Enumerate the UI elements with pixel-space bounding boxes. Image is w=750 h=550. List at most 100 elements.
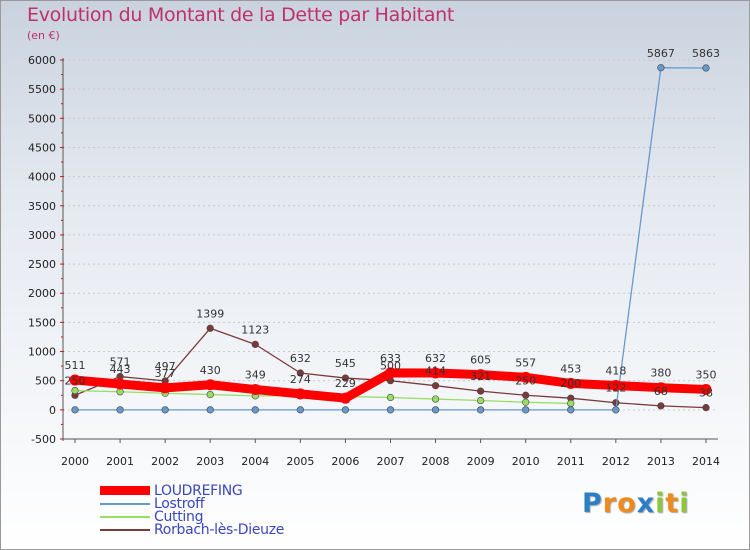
data-point	[610, 379, 622, 391]
data-point	[296, 369, 304, 377]
data-point	[431, 382, 440, 390]
data-point	[477, 396, 485, 405]
y-tick-label: 5000	[28, 112, 56, 125]
logo-letter: P	[582, 488, 603, 519]
data-label: 500	[380, 360, 401, 373]
x-tick-label: 2000	[61, 455, 89, 468]
legend-swatch	[100, 516, 150, 518]
proxiti-logo: Proxiti	[582, 488, 690, 519]
data-label: 68	[654, 385, 668, 398]
chart-axes: -500 0 500 1000 1500 2000 2500 3000 3500 4000 4500…	[28, 54, 720, 468]
data-label: 418	[605, 364, 626, 377]
data-point	[431, 395, 440, 403]
logo-letter: x	[636, 488, 656, 519]
y-tick-label: 1000	[28, 346, 56, 359]
y-tick-label: 3500	[28, 200, 56, 213]
data-point	[339, 392, 351, 404]
data-label: 250	[65, 374, 86, 387]
data-label: 350	[695, 368, 716, 381]
y-tick-label: 500	[35, 375, 56, 388]
y-tick-label: 1500	[28, 316, 56, 329]
data-point	[206, 390, 214, 399]
data-label: 632	[425, 352, 446, 365]
x-tick-label: 2004	[241, 455, 269, 468]
data-label: 122	[605, 382, 626, 395]
data-point	[251, 340, 259, 348]
data-label: 605	[470, 354, 491, 367]
y-tick-label: 6000	[28, 54, 56, 67]
data-label: 200	[560, 377, 581, 390]
data-label: 349	[245, 368, 266, 381]
y-tick-label: 4500	[28, 141, 56, 154]
y-tick-label: 2000	[28, 287, 56, 300]
data-point	[294, 388, 306, 400]
data-point	[341, 374, 350, 382]
y-tick-label: 2500	[28, 258, 56, 271]
logo-letter: t	[665, 488, 680, 519]
x-tick-label: 2013	[647, 455, 675, 468]
x-tick-label: 2008	[422, 455, 450, 468]
legend-item: Lostroff	[100, 496, 360, 512]
logo-letter: o	[617, 488, 637, 519]
data-label: 380	[650, 367, 671, 380]
data-point	[702, 404, 710, 412]
data-point	[161, 406, 169, 414]
legend-item: Rorbach-lès-Dieuze	[100, 522, 360, 538]
data-label: 321	[470, 370, 491, 383]
data-point	[341, 406, 350, 414]
data-point	[159, 382, 171, 394]
data-label: 414	[425, 365, 446, 378]
x-tick-label: 2010	[512, 455, 540, 468]
x-tick-label: 2014	[692, 455, 720, 468]
data-label: 453	[560, 362, 581, 375]
data-label: 274	[290, 373, 311, 386]
data-label: 557	[515, 356, 536, 369]
logo-letter: i	[655, 488, 666, 519]
legend-label: Cutting	[154, 509, 204, 525]
chart-data-labels: 511 443 377 430 349 274 229 633 632 605 557 453 418 3…	[65, 47, 720, 400]
chart-unit-label: (en €)	[27, 29, 60, 42]
data-label: 229	[335, 377, 356, 390]
logo-letter: r	[602, 488, 618, 519]
x-tick-label: 2001	[106, 455, 134, 468]
y-tick-label: 0	[49, 404, 56, 417]
x-tick-label: 2009	[467, 455, 495, 468]
data-point	[522, 406, 530, 414]
data-point	[386, 393, 395, 402]
data-point	[702, 64, 710, 72]
legend-item: LOUDREFING	[100, 483, 360, 499]
x-tick-label: 2005	[286, 455, 314, 468]
legend-swatch	[100, 529, 150, 531]
data-point	[565, 377, 577, 389]
data-point	[657, 402, 665, 410]
data-label: 1399	[196, 307, 224, 320]
x-tick-label: 2012	[602, 455, 630, 468]
data-point	[206, 324, 214, 332]
x-tick-label: 2011	[557, 455, 585, 468]
data-label: 250	[515, 374, 536, 387]
data-label: 38	[699, 387, 713, 400]
x-tick-label: 2002	[151, 455, 179, 468]
chart-series	[69, 64, 712, 414]
y-tick-label: -500	[31, 433, 56, 446]
y-tick-label: 3000	[28, 229, 56, 242]
data-point	[251, 406, 259, 414]
data-point	[700, 383, 712, 395]
data-point	[567, 399, 575, 408]
data-point	[657, 64, 665, 72]
data-point	[114, 378, 126, 390]
data-point	[71, 387, 79, 395]
data-point	[431, 406, 440, 414]
legend-label: Rorbach-lès-Dieuze	[154, 522, 285, 538]
data-label: 632	[290, 352, 311, 365]
data-point	[69, 374, 81, 386]
data-label: 511	[65, 359, 86, 372]
data-point	[522, 391, 530, 399]
data-point	[249, 383, 261, 395]
data-label: 377	[155, 367, 176, 380]
data-point	[477, 406, 485, 414]
chart-legend: LOUDREFING Lostroff Cutting Rorbach-lès-…	[100, 483, 360, 538]
logo-letter: i	[679, 488, 690, 519]
